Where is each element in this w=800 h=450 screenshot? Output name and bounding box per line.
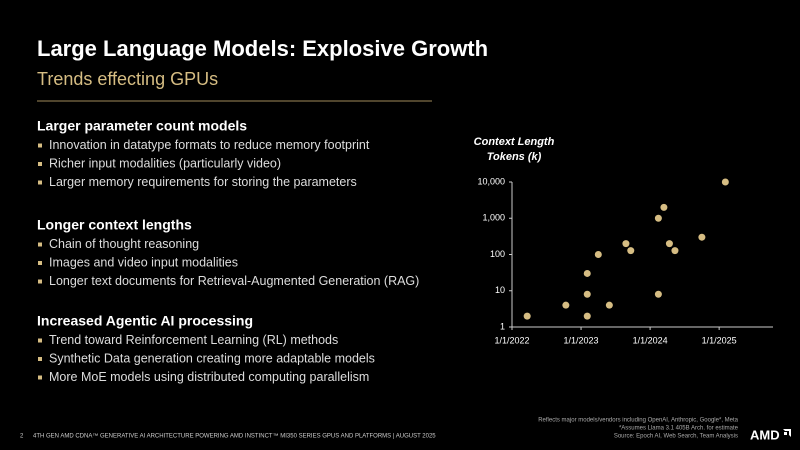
- page-number: 2: [20, 434, 24, 440]
- data-point: [605, 301, 613, 309]
- bullet-marker: [38, 338, 42, 343]
- data-point: [654, 290, 662, 298]
- data-point: [583, 290, 591, 298]
- section-heading: Longer context lengths: [37, 217, 192, 233]
- bullet-text: Innovation in datatype formats to reduce…: [49, 138, 370, 152]
- y-tick-label: 10,000: [477, 176, 505, 186]
- bullet-text: Synthetic Data generation creating more …: [49, 351, 375, 365]
- bullet-marker: [38, 357, 42, 361]
- x-tick-label: 1/1/2022: [494, 335, 529, 345]
- data-point: [721, 178, 729, 186]
- y-tick-label: 100: [490, 249, 505, 259]
- bullet-marker: [38, 162, 42, 166]
- data-point: [583, 312, 591, 320]
- y-tick-label: 1,000: [482, 213, 505, 223]
- bullet-text: Images and video input modalities: [49, 255, 238, 269]
- data-point: [594, 251, 602, 258]
- slide-title: Large Language Models: Explosive Growth: [37, 36, 488, 61]
- data-point: [665, 240, 673, 248]
- bullet-text: Longer text documents for Retrieval-Augm…: [49, 274, 419, 288]
- footer: 4TH GEN AMD CDNA™ GENERATIVE AI ARCHITEC…: [33, 433, 436, 440]
- data-point: [523, 312, 531, 320]
- bullet-marker: [38, 261, 42, 265]
- x-tick-label: 1/1/2024: [633, 335, 668, 345]
- section-heading: Increased Agentic AI processing: [37, 313, 253, 329]
- bullet-text: Chain of thought reasoning: [49, 237, 199, 251]
- data-point: [622, 240, 630, 248]
- x-tick-label: 1/1/2025: [702, 335, 737, 345]
- data-point: [627, 247, 635, 255]
- y-tick-label: 10: [495, 285, 505, 295]
- slide-subtitle: Trends effecting GPUs: [37, 69, 218, 89]
- data-point: [698, 233, 706, 241]
- y-tick-label: 1: [500, 321, 505, 331]
- y-axis-title: Tokens (k): [487, 151, 542, 163]
- footnote: Reflects major models/vendors including …: [538, 418, 738, 424]
- bullet-marker: [38, 143, 42, 148]
- data-point: [660, 203, 668, 211]
- data-point: [654, 214, 662, 222]
- logo-text: AMD: [750, 427, 780, 442]
- bullet-marker: [38, 180, 42, 185]
- bullet-text: Larger memory requirements for storing t…: [49, 175, 357, 189]
- bullet-marker: [38, 375, 42, 380]
- bullet-marker: [38, 242, 42, 247]
- logo-icon: [783, 429, 791, 437]
- bullet-text: Richer input modalities (particularly vi…: [49, 156, 281, 170]
- data-point: [671, 247, 679, 255]
- section-heading: Larger parameter count models: [37, 118, 247, 134]
- footnote: Source: Epoch AI, Web Search, Team Analy…: [614, 434, 738, 440]
- x-tick-label: 1/1/2023: [564, 335, 599, 345]
- bullet-text: More MoE models using distributed comput…: [49, 370, 369, 384]
- footnote: *Assumes Llama 3.1 405B Arch. for estima…: [619, 426, 739, 432]
- data-point: [583, 269, 591, 277]
- data-point: [562, 301, 570, 309]
- bullet-marker: [38, 279, 42, 284]
- bullet-text: Trend toward Reinforcement Learning (RL)…: [49, 333, 338, 347]
- y-axis-title: Context Length: [474, 136, 555, 148]
